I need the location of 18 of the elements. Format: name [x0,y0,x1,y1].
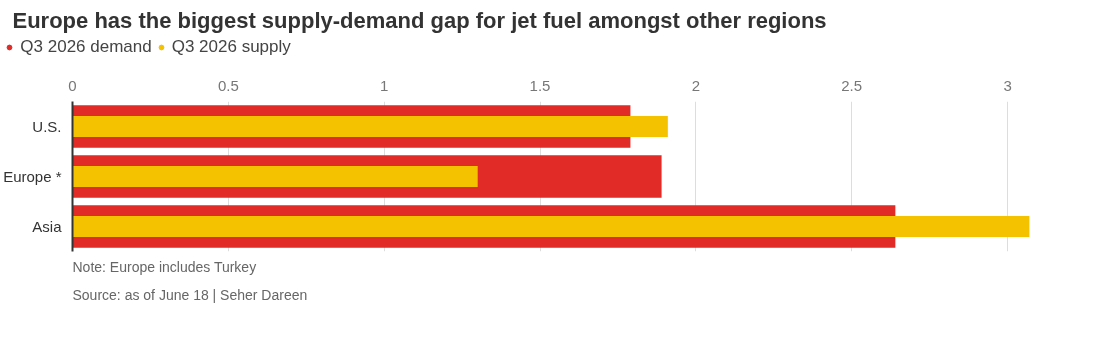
text: Note: Europe includes Turkey [72,258,257,275]
bar [72,116,668,137]
chart-title: Europe has the biggest supply-demand gap for jet fuel amongst other regions [12,7,827,33]
y-tick-label: Europe * [3,168,62,185]
y-tick-label: U.S. [32,118,62,135]
y-tick-label: Asia [32,218,63,235]
legend-label: Q3 2026 supply [171,37,291,57]
legend-label: Q3 2026 demand [20,37,152,57]
x-tick-label: 3 [1003,76,1012,94]
bar [72,166,478,187]
x-tick-label: 0.5 [217,76,239,94]
x-tick-label: 0 [68,76,77,94]
source-note: Source: as of June 18 | Seher Dareen [72,286,308,303]
x-tick-label: 1.5 [529,76,551,94]
x-tick-label: 2 [691,76,701,94]
x-tick-label: 2.5 [841,76,863,94]
x-tick-label: 1 [380,76,389,94]
bar [72,216,1030,237]
